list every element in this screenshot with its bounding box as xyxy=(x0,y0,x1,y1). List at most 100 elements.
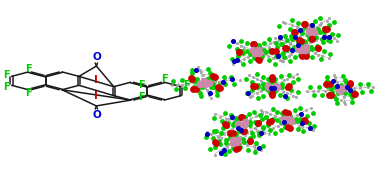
Point xyxy=(212,76,218,79)
Point xyxy=(224,145,230,148)
Point xyxy=(224,139,230,142)
Point xyxy=(262,42,268,44)
Point xyxy=(304,31,310,33)
Point xyxy=(267,129,273,131)
Point xyxy=(235,127,241,130)
Point xyxy=(188,78,194,81)
Point xyxy=(222,111,228,114)
Point xyxy=(236,130,242,132)
Point xyxy=(246,137,253,139)
Point xyxy=(203,136,209,138)
Point xyxy=(284,92,290,94)
Point xyxy=(310,129,316,132)
Point xyxy=(295,40,301,43)
Point xyxy=(245,56,251,58)
Point xyxy=(206,72,212,74)
Point xyxy=(318,37,324,40)
Point xyxy=(244,49,250,52)
Point xyxy=(351,93,357,95)
Point xyxy=(236,51,242,53)
Point xyxy=(370,85,376,88)
Point xyxy=(285,84,291,87)
Point xyxy=(266,132,272,135)
Point xyxy=(294,50,301,53)
Point xyxy=(218,148,225,151)
Point xyxy=(204,80,210,83)
Point xyxy=(273,54,279,57)
Point xyxy=(267,81,273,84)
Point xyxy=(236,51,242,54)
Point xyxy=(278,123,284,125)
Point xyxy=(289,116,295,119)
Point xyxy=(277,36,284,38)
Point xyxy=(341,95,347,98)
Point xyxy=(230,124,236,127)
Point xyxy=(287,127,293,130)
Point xyxy=(242,118,248,121)
Point xyxy=(296,43,302,46)
Point xyxy=(253,114,259,117)
Point xyxy=(276,53,282,56)
Point xyxy=(247,52,253,55)
Point xyxy=(325,88,331,91)
Point xyxy=(254,121,260,124)
Point xyxy=(317,24,323,26)
Point xyxy=(315,46,321,49)
Text: F: F xyxy=(138,80,145,90)
Point xyxy=(309,56,315,58)
Point xyxy=(334,39,340,42)
Point xyxy=(266,37,272,40)
Point xyxy=(189,72,195,75)
Point xyxy=(226,143,232,146)
Point xyxy=(238,142,244,144)
Point xyxy=(279,59,285,62)
Text: I: I xyxy=(94,75,98,85)
Text: F: F xyxy=(138,92,145,102)
Point xyxy=(297,50,304,53)
Point xyxy=(206,82,212,85)
Point xyxy=(251,51,257,54)
Point xyxy=(204,77,210,80)
Point xyxy=(283,56,289,59)
Point xyxy=(302,120,308,122)
Point xyxy=(239,116,245,119)
Point xyxy=(254,92,260,94)
Point xyxy=(252,84,258,87)
Point xyxy=(268,121,274,123)
Point xyxy=(252,127,258,130)
Point xyxy=(285,46,291,49)
Point xyxy=(308,106,314,109)
Point xyxy=(352,93,358,95)
Point xyxy=(298,48,304,51)
Point xyxy=(274,87,280,90)
Point xyxy=(254,86,260,89)
Point xyxy=(284,97,290,100)
Point xyxy=(206,93,212,96)
Point xyxy=(198,71,204,74)
Point xyxy=(309,37,315,40)
Point xyxy=(242,47,248,49)
Point xyxy=(296,46,302,49)
Point xyxy=(315,32,321,34)
Point xyxy=(295,46,301,48)
Point xyxy=(311,20,318,23)
Point xyxy=(304,115,310,117)
Point xyxy=(251,110,257,113)
Point xyxy=(298,112,304,115)
Point xyxy=(307,36,313,39)
Point xyxy=(277,59,283,62)
Point xyxy=(341,101,347,104)
Point xyxy=(251,42,257,45)
Point xyxy=(303,55,309,57)
Point xyxy=(215,134,221,137)
Point xyxy=(274,82,280,85)
Point xyxy=(256,58,262,61)
Point xyxy=(242,128,248,131)
Point xyxy=(210,74,216,77)
Point xyxy=(285,86,291,88)
Point xyxy=(278,128,284,131)
Point xyxy=(267,84,273,86)
Point xyxy=(218,131,224,134)
Point xyxy=(207,92,213,94)
Point xyxy=(273,132,279,135)
